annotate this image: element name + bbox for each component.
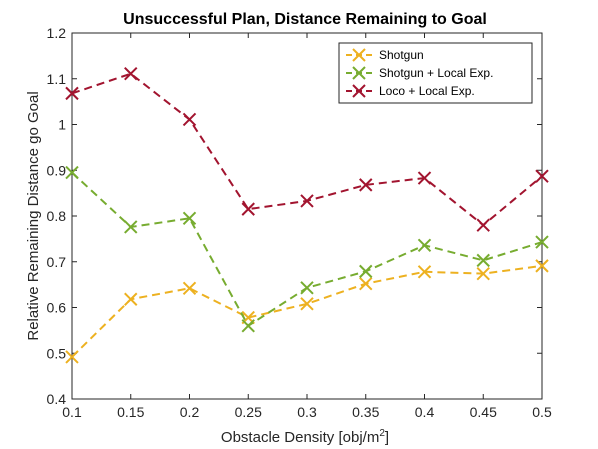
series-line bbox=[71, 264, 543, 358]
data-point-marker bbox=[359, 178, 373, 192]
legend: Shotgun Shotgun + Local Exp. Loco + Local … bbox=[338, 42, 533, 104]
y-tick-label: 0.5 bbox=[47, 345, 67, 361]
data-point-marker bbox=[241, 202, 255, 216]
x-tick-label: 0.4 bbox=[415, 404, 435, 420]
data-point-marker bbox=[182, 211, 197, 225]
data-point-marker bbox=[241, 319, 255, 333]
series-2 bbox=[65, 165, 549, 333]
legend-label: Shotgun bbox=[379, 48, 424, 62]
series-layer bbox=[65, 67, 549, 364]
data-point-marker bbox=[535, 259, 549, 273]
x-tick-label: 0.5 bbox=[532, 404, 552, 420]
data-point-marker bbox=[65, 86, 79, 101]
data-point-marker bbox=[182, 281, 197, 295]
data-point-marker bbox=[124, 292, 138, 306]
y-tick-label: 1.2 bbox=[47, 25, 67, 41]
legend-label: Shotgun + Local Exp. bbox=[379, 66, 493, 80]
data-point-marker bbox=[359, 277, 373, 291]
y-tick-label: 0.6 bbox=[47, 300, 67, 316]
y-tick-label: 0.7 bbox=[47, 254, 67, 270]
data-point-marker bbox=[182, 112, 197, 127]
data-point-marker bbox=[417, 265, 432, 279]
axis-ticks: 0.1 0.15 0.2 0.25 0.3 0.35 0.4 0.45 0.5 0.4 0.5 0.6… bbox=[47, 25, 552, 420]
series-3 bbox=[65, 67, 549, 232]
y-tick-label: 1.1 bbox=[47, 71, 67, 87]
legend-marker bbox=[352, 66, 366, 80]
y-tick-label: 0.4 bbox=[47, 391, 67, 407]
x-axis-title-suffix: ] bbox=[385, 429, 389, 446]
x-tick-label: 0.1 bbox=[62, 404, 82, 420]
x-tick-label: 0.45 bbox=[470, 404, 497, 420]
legend-marker bbox=[352, 84, 366, 98]
x-tick-label: 0.3 bbox=[297, 404, 317, 420]
x-tick-label: 0.25 bbox=[235, 404, 262, 420]
data-point-marker bbox=[417, 171, 432, 185]
legend-item: Loco + Local Exp. bbox=[346, 84, 475, 98]
y-axis-title: Relative Remaining Distance go Goal bbox=[25, 91, 42, 340]
x-tick-label: 0.2 bbox=[180, 404, 200, 420]
data-point-marker bbox=[300, 194, 314, 208]
data-point-marker bbox=[417, 238, 432, 252]
data-point-marker bbox=[124, 67, 138, 81]
data-point-marker bbox=[535, 169, 549, 183]
legend-marker bbox=[352, 48, 366, 62]
data-point-marker bbox=[300, 297, 314, 311]
x-tick-label: 0.35 bbox=[352, 404, 379, 420]
y-tick-label: 0.8 bbox=[47, 208, 67, 224]
data-point-marker bbox=[476, 218, 490, 232]
y-tick-label: 1 bbox=[58, 117, 66, 133]
data-point-marker bbox=[476, 253, 490, 268]
chart-title: Unsuccessful Plan, Distance Remaining to… bbox=[123, 11, 487, 28]
data-point-marker bbox=[124, 220, 138, 234]
data-point-marker bbox=[65, 350, 79, 364]
series-1 bbox=[65, 259, 549, 364]
x-tick-label: 0.15 bbox=[117, 404, 144, 420]
data-point-marker bbox=[65, 165, 79, 180]
x-axis-title-sup: 2 bbox=[379, 428, 385, 439]
data-point-marker bbox=[300, 281, 314, 295]
data-point-marker bbox=[535, 235, 549, 249]
x-axis-title: Obstacle Density [obj/m2] bbox=[221, 428, 389, 446]
legend-item: Shotgun + Local Exp. bbox=[346, 66, 493, 80]
legend-item: Shotgun bbox=[346, 48, 424, 62]
x-axis-title-prefix: Obstacle Density [obj/m bbox=[221, 429, 379, 446]
legend-label: Loco + Local Exp. bbox=[379, 84, 475, 98]
y-tick-label: 0.9 bbox=[47, 162, 67, 178]
data-point-marker bbox=[476, 266, 490, 281]
data-point-marker bbox=[359, 264, 373, 279]
